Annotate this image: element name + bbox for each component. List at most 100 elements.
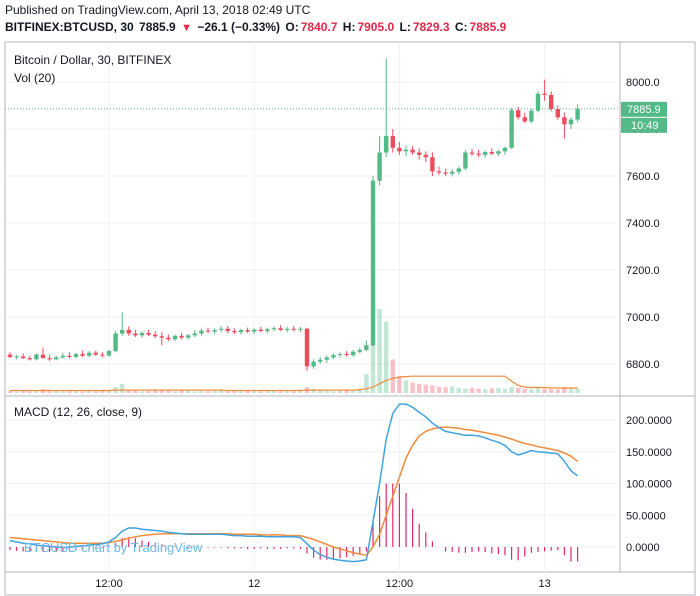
volume-bar	[496, 387, 501, 393]
time-badge-bg	[621, 117, 667, 133]
candle-body	[238, 330, 244, 333]
volume-bar	[238, 391, 244, 393]
candle-body	[80, 354, 85, 356]
volume-bar	[357, 389, 362, 393]
volume-bar	[397, 376, 402, 393]
volume-bar	[509, 387, 514, 393]
volume-bar	[502, 388, 508, 393]
volume-bar	[126, 390, 131, 393]
candle-body	[34, 354, 39, 360]
candle-body	[304, 328, 310, 367]
time-tick-label: 13	[538, 578, 550, 590]
grid	[5, 42, 620, 572]
volume-bar	[384, 321, 389, 393]
macd-line	[9, 403, 579, 563]
candle-body	[542, 93, 547, 95]
candle-body	[496, 151, 501, 154]
candle-body	[153, 334, 158, 337]
candle-body	[106, 351, 112, 356]
volume-bar	[47, 391, 52, 393]
volume-bar	[318, 390, 323, 393]
volume-bar	[390, 359, 395, 393]
volume-bar	[219, 390, 224, 393]
macd-legend: MACD (12, 26, close, 9)	[14, 405, 142, 419]
close-value: 7885.9	[469, 20, 507, 34]
candle-body	[159, 336, 164, 338]
volume-bar	[377, 309, 382, 393]
volume-bar	[436, 386, 442, 393]
macd-tick-label: 200.0000	[626, 415, 672, 427]
volume-bar	[133, 390, 138, 393]
volume-bar	[516, 387, 521, 393]
candle-body	[430, 157, 435, 172]
volume-bar	[27, 391, 32, 393]
candle-body	[166, 337, 171, 340]
volume-bar	[344, 390, 349, 393]
candle-body	[27, 358, 32, 360]
candle-body	[410, 149, 415, 153]
volume-bar	[410, 382, 415, 393]
candle-body	[555, 109, 560, 118]
candle-body	[357, 349, 362, 352]
volume-bar	[252, 390, 257, 393]
volume-bar	[403, 380, 409, 393]
volume-bars	[7, 309, 580, 393]
open-label: O:	[285, 20, 299, 34]
candle-body	[324, 357, 329, 360]
candle-body	[535, 93, 541, 111]
volume-bar	[271, 390, 277, 393]
candle-body	[199, 330, 204, 334]
macd-tick-label: 50.0000	[626, 510, 666, 522]
chart-frame	[4, 41, 696, 596]
volume-bar	[159, 390, 164, 393]
volume-bar	[186, 390, 191, 393]
volume-bar	[153, 390, 158, 393]
high-label: H:	[342, 20, 356, 34]
volume-bar	[443, 387, 448, 393]
candle-body	[417, 152, 422, 155]
candle-body	[113, 333, 118, 352]
candle-body	[469, 152, 475, 154]
volume-bar	[245, 390, 250, 393]
price-tick-label: 7600.0	[626, 171, 660, 183]
time-tick-label: 12	[248, 578, 260, 590]
volume-bar	[430, 385, 435, 393]
candle-body	[271, 328, 277, 330]
low-label: L:	[399, 20, 411, 34]
candle-body	[14, 356, 19, 358]
volume-bar	[463, 388, 468, 393]
candle-body	[245, 330, 250, 332]
candle-body	[331, 355, 336, 358]
volume-bar	[291, 391, 296, 393]
candle-body	[179, 335, 184, 338]
candle-body	[403, 149, 409, 152]
candle-body	[73, 354, 79, 357]
volume-bar	[192, 391, 197, 393]
candle-body	[126, 329, 131, 334]
candle-body	[232, 331, 237, 333]
candle-body	[212, 329, 217, 332]
candle-body	[568, 119, 574, 125]
candle-body	[337, 354, 343, 356]
volume-bar	[476, 388, 481, 393]
candle-body	[516, 110, 521, 118]
symbol-label[interactable]: BITFINEX:BTCUSD, 30	[5, 20, 134, 34]
macd-tick-label: 150.0000	[626, 447, 672, 459]
volume-bar	[87, 390, 92, 393]
candle-body	[7, 354, 13, 357]
volume-bar	[67, 390, 72, 393]
volume-bar	[100, 390, 105, 393]
candle-body	[133, 333, 138, 336]
volume-bar	[285, 390, 290, 393]
price-pane-legend-vol: Vol (20)	[14, 71, 55, 85]
volume-bar	[337, 390, 343, 393]
candle-body	[258, 329, 263, 332]
candle-body	[489, 152, 494, 154]
candle-body	[67, 355, 72, 357]
volume-bar	[542, 388, 547, 393]
volume-bar	[535, 387, 541, 393]
tradingview-watermark: BTCUSD chart by TradingView	[24, 540, 203, 555]
volume-bar	[549, 389, 554, 393]
candle-body	[509, 110, 514, 148]
